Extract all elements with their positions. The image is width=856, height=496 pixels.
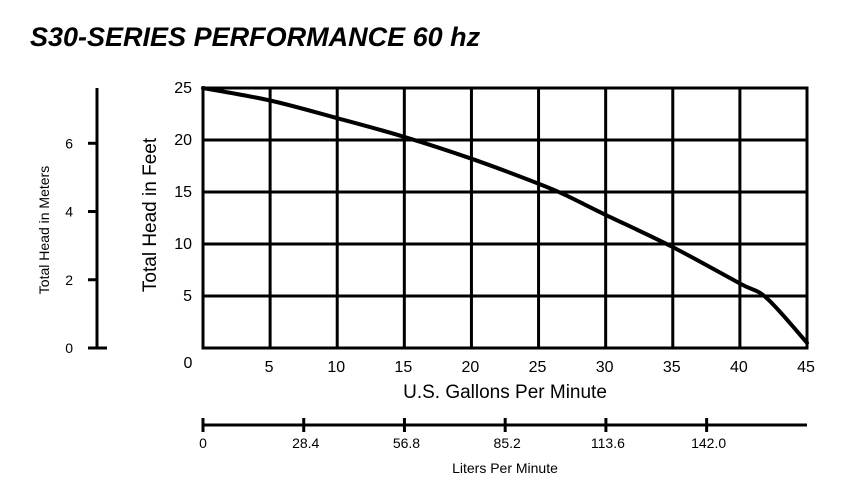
secondary-x-tick-label: 113.6 [591,435,625,451]
x-tick-label: 45 [797,359,815,376]
secondary-y-tick-label: 6 [65,135,73,151]
secondary-y-tick-label: 0 [65,340,73,356]
secondary-x-tick-label: 142.0 [691,435,726,451]
secondary-x-axis: 0 28.4 56.8 85.2 113.6 142.0 [199,418,807,451]
y-axis-label: Total Head in Feet [140,137,161,292]
y-tick-label: 25 [174,80,192,97]
x-tick-label: 25 [529,359,547,376]
y-tick-labels: 5 10 15 20 25 [174,80,192,305]
x-tick-label: 20 [462,359,480,376]
y-tick-label: 10 [174,236,192,253]
y-tick-label: 20 [174,132,192,149]
secondary-y-axis-label: Total Head in Meters [36,166,52,294]
y-tick-label: 15 [174,184,192,201]
secondary-x-axis-label: Liters Per Minute [452,460,558,476]
secondary-x-tick-label: 0 [199,435,207,451]
secondary-y-tick-label: 2 [65,272,73,288]
secondary-y-tick-label: 4 [65,204,73,220]
x-tick-label: 40 [730,359,748,376]
secondary-x-tick-label: 56.8 [393,435,420,451]
x-tick-label: 15 [394,359,412,376]
secondary-x-tick-label: 85.2 [494,435,521,451]
secondary-y-axis: 0 2 4 6 [65,88,107,356]
x-tick-label: 5 [265,359,274,376]
x-tick-label: 30 [596,359,614,376]
x-tick-label: 10 [327,359,345,376]
secondary-x-tick-label: 28.4 [292,435,319,451]
plot-grid [203,88,807,348]
x-axis-label: U.S. Gallons Per Minute [403,382,607,403]
y-tick-label: 5 [183,288,192,305]
chart-title: S30-SERIES PERFORMANCE 60 hz [30,22,481,52]
x-tick-label: 0 [184,355,193,372]
series-line [201,86,809,345]
x-tick-labels: 0 5 10 15 20 25 30 35 40 45 [184,355,815,376]
x-tick-label: 35 [663,359,681,376]
plot-frame [201,86,809,350]
